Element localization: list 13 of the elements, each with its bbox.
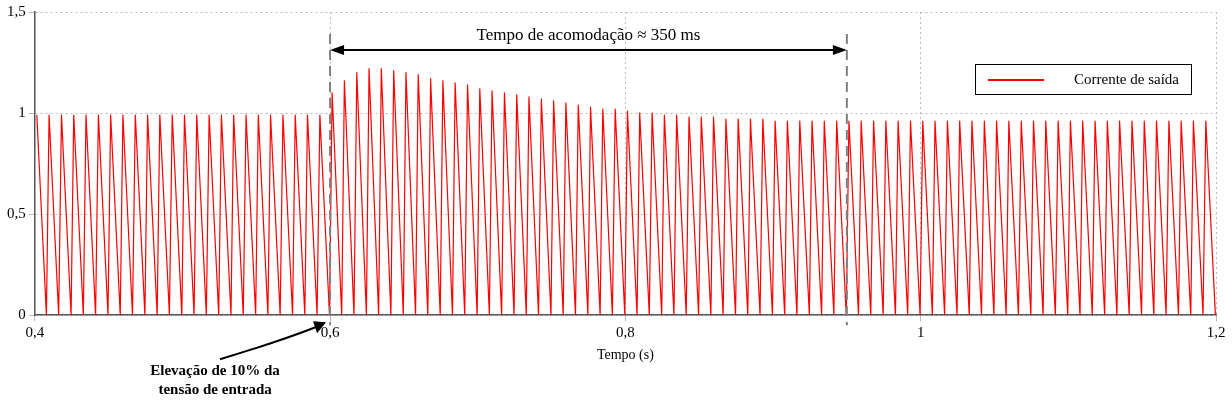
x-tick-label: 0,6 xyxy=(320,324,340,341)
annotation: Tempo de acomodação ≈ 350 ms xyxy=(476,24,701,44)
y-tick-label: 0 xyxy=(18,306,26,323)
x-tick-label: 0,4 xyxy=(25,324,45,341)
y-tick-label: 1,5 xyxy=(7,2,26,19)
legend-label: Corrente de saída xyxy=(1074,71,1179,88)
x-tick-label: 0,8 xyxy=(616,324,635,341)
x-tick-label: 1 xyxy=(916,324,925,341)
x-tick-label: 1,2 xyxy=(1206,324,1226,341)
x-axis-title: Tempo (s) xyxy=(596,347,655,364)
y-tick-label: 0,5 xyxy=(7,205,26,222)
y-tick-label: 1 xyxy=(18,104,26,120)
text: Elevação de 10% da tensão de entrada xyxy=(150,361,281,397)
